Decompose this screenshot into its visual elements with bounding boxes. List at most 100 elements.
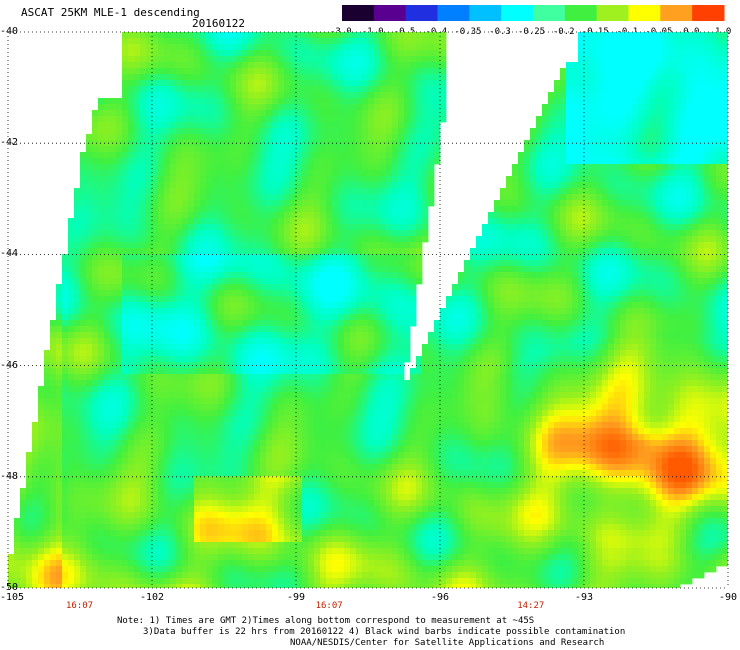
- field-cell: [290, 242, 297, 249]
- field-cell: [506, 182, 513, 189]
- field-cell: [146, 332, 153, 339]
- field-cell: [686, 320, 693, 327]
- field-cell: [344, 80, 351, 87]
- field-cell: [680, 38, 687, 45]
- field-cell: [206, 146, 213, 153]
- field-cell: [332, 326, 339, 333]
- field-cell: [134, 140, 141, 147]
- field-cell: [608, 218, 615, 225]
- field-cell: [284, 140, 291, 147]
- field-cell: [56, 302, 63, 309]
- field-cell: [626, 140, 633, 147]
- field-cell: [158, 188, 165, 195]
- field-cell: [188, 98, 195, 105]
- field-cell: [434, 44, 441, 51]
- field-cell: [236, 146, 243, 153]
- field-cell: [398, 62, 405, 69]
- field-cell: [380, 122, 387, 129]
- field-cell: [656, 320, 663, 327]
- field-cell: [710, 98, 717, 105]
- field-cell: [566, 290, 573, 297]
- field-cell: [266, 338, 273, 345]
- field-cell: [662, 308, 669, 315]
- field-cell: [656, 272, 663, 279]
- field-cell: [290, 266, 297, 273]
- field-cell: [386, 200, 393, 207]
- field-cell: [200, 248, 207, 255]
- field-cell: [620, 248, 627, 255]
- field-cell: [440, 110, 447, 117]
- field-cell: [188, 146, 195, 153]
- field-cell: [602, 200, 609, 207]
- field-cell: [296, 260, 303, 267]
- field-cell: [398, 44, 405, 51]
- field-cell: [290, 182, 297, 189]
- field-cell: [578, 272, 585, 279]
- field-cell: [128, 56, 135, 63]
- field-cell: [158, 122, 165, 129]
- field-cell: [554, 278, 561, 285]
- field-cell: [578, 98, 585, 105]
- field-cell: [176, 152, 183, 159]
- field-cell: [206, 260, 213, 267]
- field-cell: [674, 290, 681, 297]
- field-cell: [260, 92, 267, 99]
- field-cell: [326, 182, 333, 189]
- field-cell: [68, 278, 75, 285]
- field-cell: [296, 80, 303, 87]
- field-cell: [272, 122, 279, 129]
- field-cell: [338, 314, 345, 321]
- field-cell: [194, 146, 201, 153]
- field-cell: [536, 242, 543, 249]
- field-cell: [674, 146, 681, 153]
- field-cell: [422, 128, 429, 135]
- field-cell: [236, 92, 243, 99]
- field-cell: [476, 272, 483, 279]
- field-cell: [188, 104, 195, 111]
- field-cell: [86, 254, 93, 261]
- field-cell: [176, 278, 183, 285]
- field-cell: [92, 266, 99, 273]
- field-cell: [386, 164, 393, 171]
- field-cell: [578, 326, 585, 333]
- field-cell: [488, 326, 495, 333]
- field-cell: [506, 176, 513, 183]
- field-cell: [272, 266, 279, 273]
- field-cell: [362, 92, 369, 99]
- field-cell: [686, 62, 693, 69]
- field-cell: [152, 230, 159, 237]
- field-cell: [650, 206, 657, 213]
- field-cell: [614, 332, 621, 339]
- field-cell: [620, 80, 627, 87]
- field-cell: [296, 104, 303, 111]
- field-cell: [164, 74, 171, 81]
- field-cell: [308, 128, 315, 135]
- field-cell: [620, 200, 627, 207]
- field-cell: [98, 164, 105, 171]
- field-cell: [206, 92, 213, 99]
- field-cell: [224, 152, 231, 159]
- field-cell: [392, 188, 399, 195]
- field-cell: [182, 200, 189, 207]
- field-cell: [128, 296, 135, 303]
- field-cell: [266, 272, 273, 279]
- field-cell: [620, 284, 627, 291]
- field-cell: [680, 224, 687, 231]
- field-cell: [476, 284, 483, 291]
- field-cell: [638, 50, 645, 57]
- field-cell: [644, 218, 651, 225]
- field-cell: [716, 296, 723, 303]
- mle-map: [7, 31, 729, 589]
- field-cell: [248, 224, 255, 231]
- field-cell: [254, 140, 261, 147]
- field-cell: [698, 80, 705, 87]
- field-cell: [218, 140, 225, 147]
- field-cell: [530, 128, 537, 135]
- field-cell: [710, 170, 717, 177]
- field-cell: [692, 92, 699, 99]
- field-cell: [524, 164, 531, 171]
- field-cell: [146, 74, 153, 81]
- field-cell: [110, 122, 117, 129]
- field-cell: [260, 104, 267, 111]
- field-cell: [650, 338, 657, 345]
